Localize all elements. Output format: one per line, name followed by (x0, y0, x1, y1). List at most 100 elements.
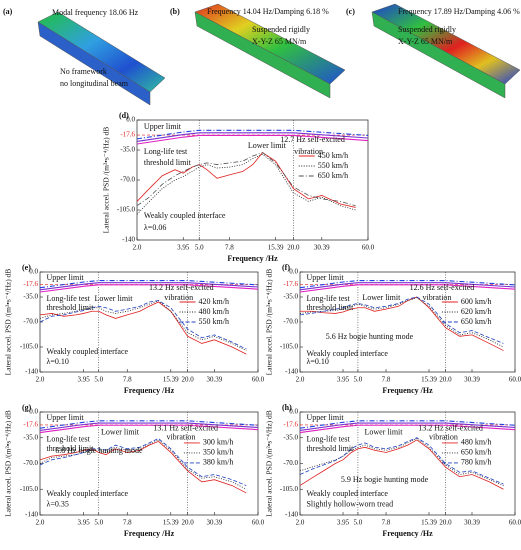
annotation: 12.7 Hz self-excited (280, 135, 345, 144)
limit-line (136, 132, 369, 142)
reference-label: -17.6 (23, 280, 38, 288)
y-axis-title: Lateral accel. PSD /(m²•s⁻⁴/Hz) dB (4, 269, 13, 376)
panel-label: (c) (346, 7, 355, 16)
legend-label: 300 km/h (203, 438, 233, 447)
limit-line (299, 424, 516, 434)
annotation: Long-life test (306, 294, 350, 303)
x-tick-label: 7.8 (123, 519, 132, 527)
annotation: Upper limit (306, 413, 344, 422)
annotation: vibration (166, 433, 195, 442)
series-line (39, 300, 247, 350)
panel-text: no longitudinal beam (60, 79, 129, 88)
reference-label: -17.6 (23, 421, 38, 429)
series-line (136, 153, 356, 215)
annotation: vibration (423, 293, 452, 302)
x-tick-label: 15.39 (421, 376, 437, 384)
annotation: vibration (429, 433, 458, 442)
x-tick-label: 7.8 (225, 244, 234, 252)
y-tick-label: 0.0 (289, 408, 298, 416)
panel-text: Frequency 14.04 Hz/Damping 6.18 % (207, 7, 329, 16)
legend-label: 600 km/h (461, 297, 491, 306)
x-tick-label: 7.8 (382, 519, 391, 527)
limit-line (39, 422, 259, 431)
x-tick-label: 60.0 (252, 376, 265, 384)
annotation: Weakly coupled interface (144, 211, 226, 220)
limit-line (299, 284, 516, 293)
legend-label: 480 km/h (461, 438, 491, 447)
legend-label: 550 km/h (199, 317, 229, 326)
x-tick-label: 20.0 (181, 519, 194, 527)
x-axis-title: Frequency /Hz (382, 529, 433, 538)
series-line (299, 437, 504, 485)
y-tick-label: -35.0 (23, 293, 38, 301)
annotation: threshold limit (47, 303, 95, 312)
y-tick-label: -70.0 (23, 459, 38, 467)
x-tick-label: 30.39 (464, 376, 480, 384)
series-line (136, 152, 356, 208)
x-tick-label: 5.0 (354, 376, 363, 384)
panel-label: (g) (22, 403, 32, 412)
x-tick-label: 60.0 (362, 244, 375, 252)
y-tick-label: -105.0 (280, 485, 299, 493)
panel-text: Modal frequency 18.06 Hz (52, 8, 139, 17)
y-tick-label: -140 (285, 368, 298, 376)
legend-label: 350 km/h (203, 448, 233, 457)
train-model-b (194, 3, 346, 99)
annotation: Upper limit (144, 122, 182, 131)
legend-label: 450 km/h (318, 151, 348, 160)
legend-label: 650 km/h (461, 448, 491, 457)
y-tick-label: -140 (25, 511, 38, 519)
annotation: Long-life test (47, 294, 91, 303)
legend-label: 780 km/h (461, 458, 491, 467)
x-tick-label: 2.0 (36, 376, 45, 384)
x-tick-label: 5.0 (94, 519, 103, 527)
annotation: threshold limit (144, 158, 192, 167)
limit-line (39, 280, 259, 289)
y-tick-label: -140 (25, 368, 38, 376)
annotation: 13.2 Hz self-excited (418, 423, 483, 432)
y-tick-label: 0.0 (126, 116, 135, 124)
annotation: Weakly coupled interface (47, 489, 129, 498)
y-tick-label: -105.0 (280, 343, 299, 351)
annotation: Lower limit (101, 427, 140, 436)
x-tick-label: 20.0 (287, 244, 300, 252)
series-line (39, 439, 247, 490)
limit-line (136, 134, 369, 145)
panel-text: No framework (60, 67, 107, 76)
train-model-c (371, 3, 521, 99)
x-tick-label: 30.39 (207, 519, 223, 527)
annotation: threshold limit (306, 303, 354, 312)
annotation: 5.9 Hz bogie hunting mode (341, 475, 429, 484)
y-tick-label: -105.0 (117, 206, 136, 214)
x-tick-label: 5.0 (94, 376, 103, 384)
annotation: λ=0.06 (144, 223, 166, 232)
y-tick-label: -35.0 (120, 146, 135, 154)
y-tick-label: -140 (285, 511, 298, 519)
y-tick-label: -35.0 (23, 433, 38, 441)
x-tick-label: 2.0 (296, 519, 305, 527)
series-line (136, 152, 356, 207)
y-tick-label: 0.0 (289, 268, 298, 276)
y-tick-label: -105.0 (20, 343, 39, 351)
x-tick-label: 3.95 (77, 519, 90, 527)
annotation: 12.6 Hz self-excited (410, 283, 475, 292)
limit-line (39, 284, 259, 293)
annotation: Upper limit (47, 413, 85, 422)
annotation: Lower limit (95, 294, 134, 303)
y-axis-title: Lateral accel. PSD /(m²•s⁻⁴/Hz) dB (265, 410, 274, 517)
x-tick-label: 2.0 (133, 244, 142, 252)
annotation: Long-life test (306, 435, 350, 444)
x-tick-label: 20.0 (181, 376, 194, 384)
y-tick-label: 0.0 (29, 408, 38, 416)
panel-text: X-Y-Z 65 MN/m (398, 37, 453, 46)
panel-label: (f) (282, 263, 290, 272)
annotation: λ=0.10 (47, 357, 69, 366)
annotation: λ=0.35 (47, 500, 69, 509)
series-line (39, 440, 247, 494)
y-tick-label: 0.0 (29, 268, 38, 276)
panel-text: X-Y-Z 65 MN/m (252, 37, 307, 46)
x-tick-label: 20.0 (439, 376, 452, 384)
x-axis-title: Frequency /Hz (124, 529, 175, 538)
